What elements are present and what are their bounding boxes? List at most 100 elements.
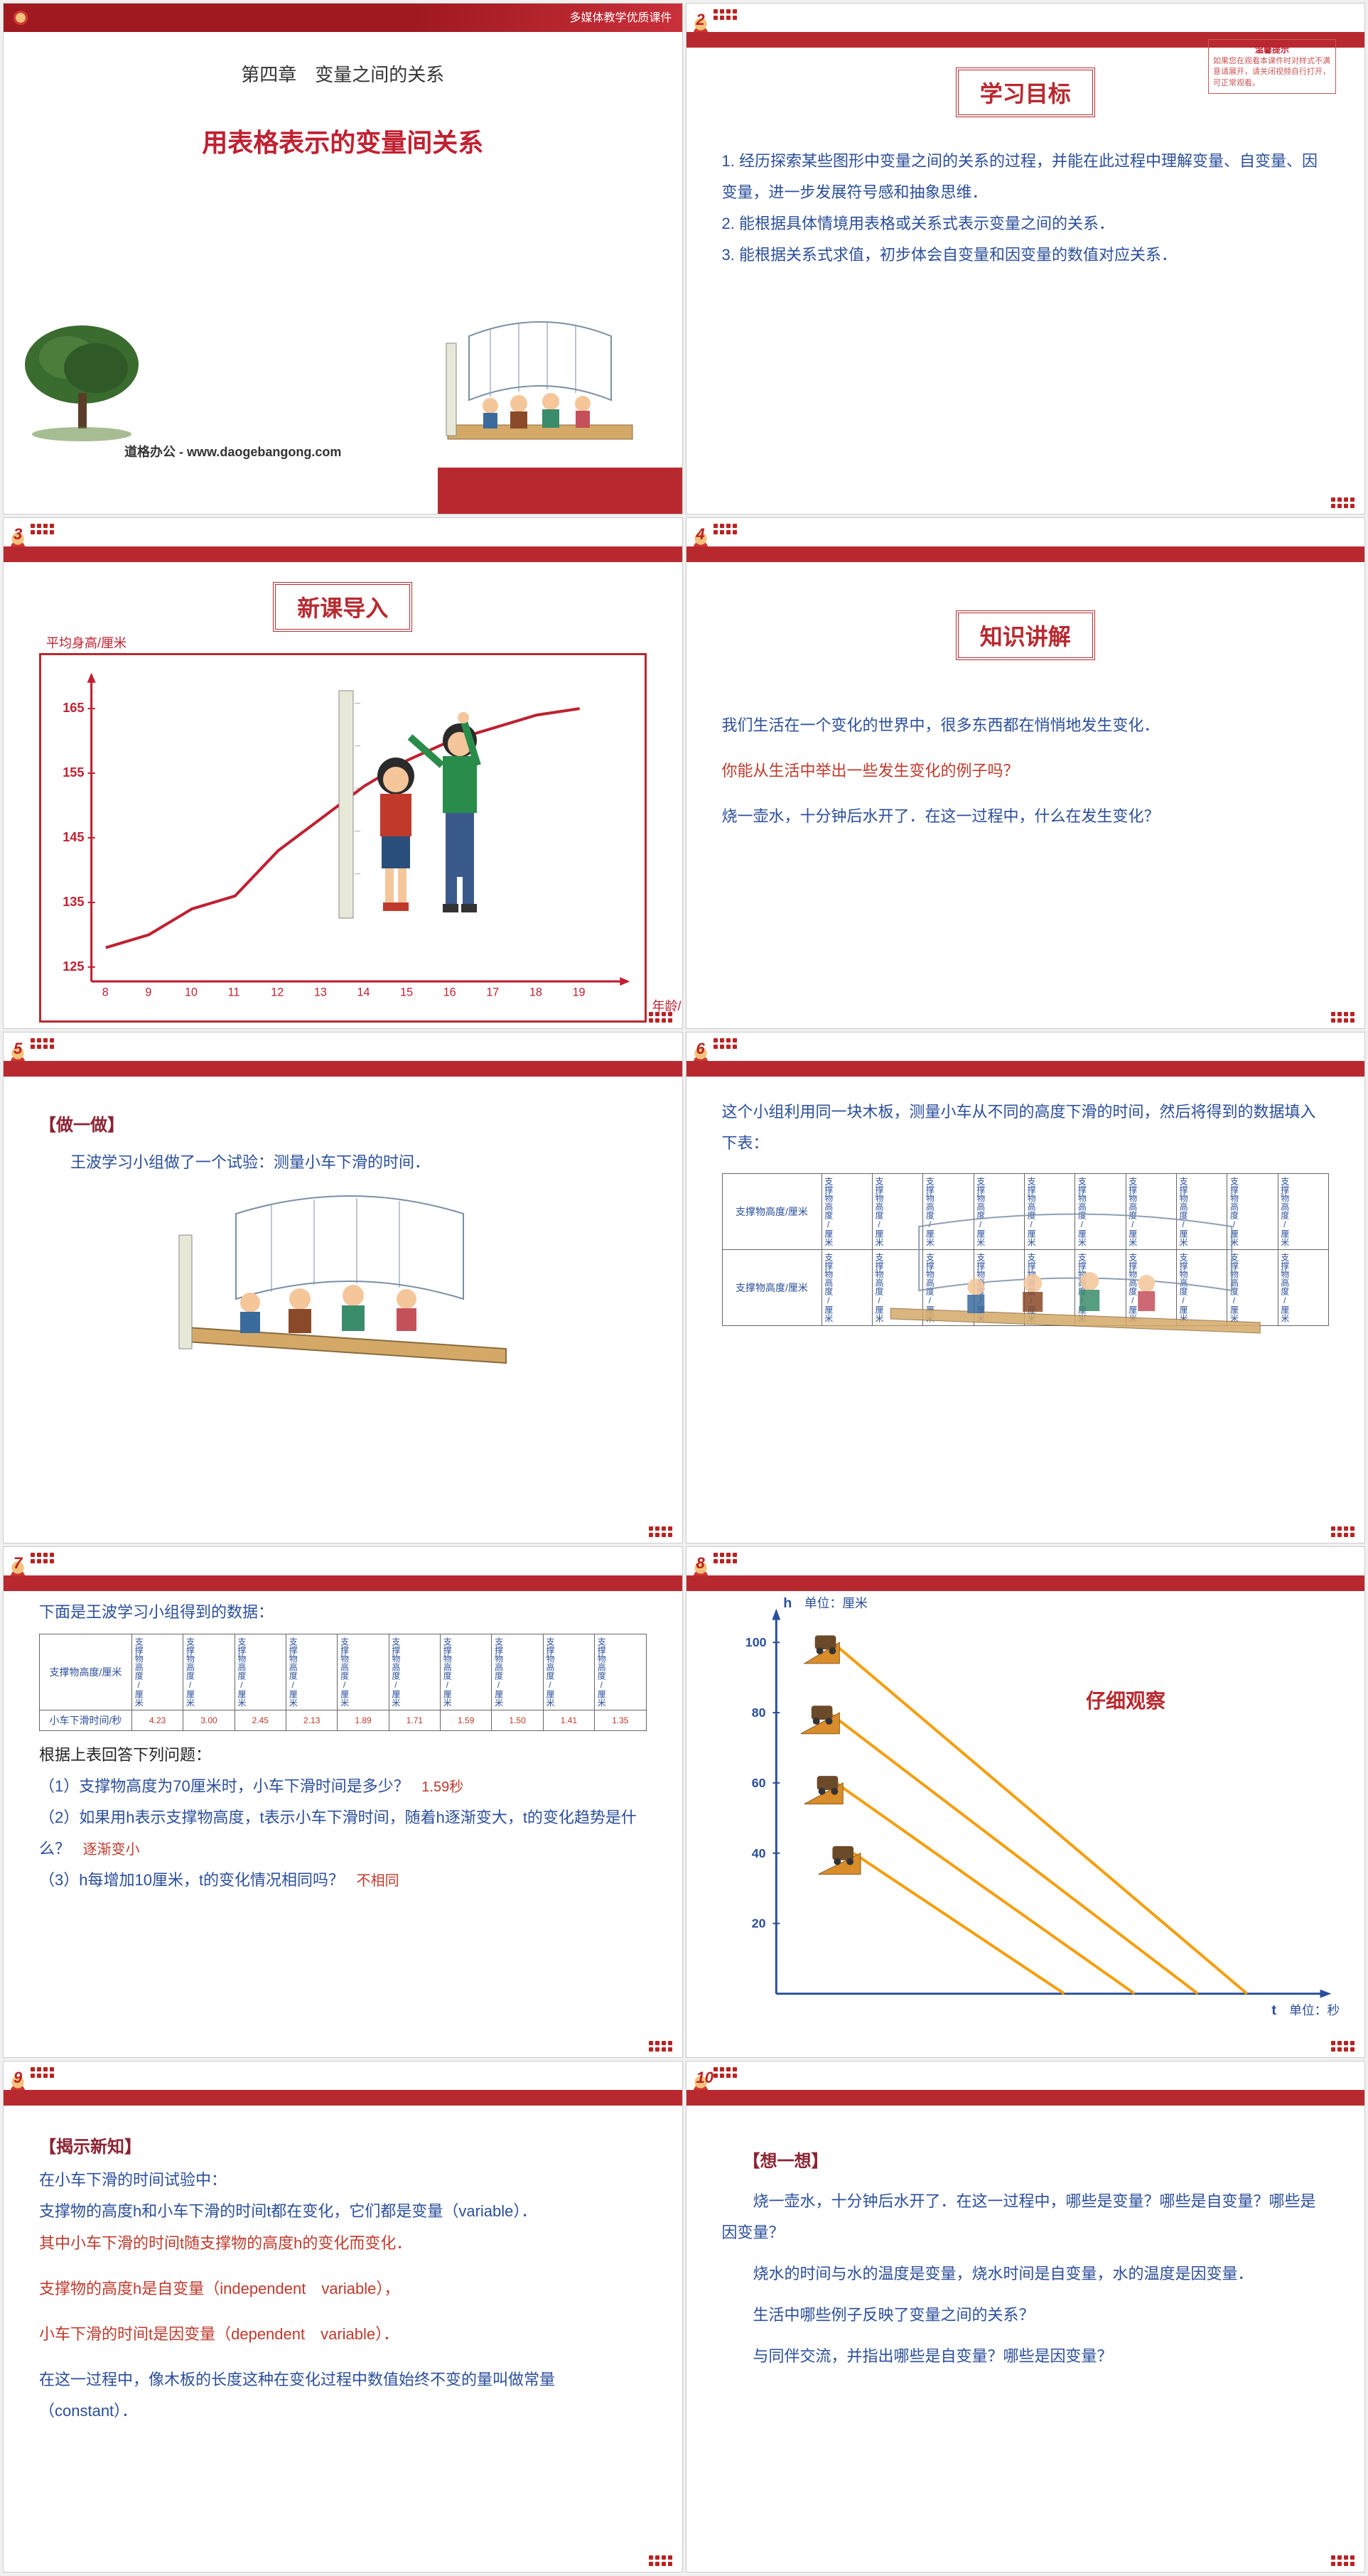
svg-text:9: 9 <box>145 986 151 998</box>
observe-label: 仔细观察 <box>1086 1686 1165 1714</box>
red-bar <box>686 546 1365 562</box>
svg-text:165: 165 <box>63 701 84 715</box>
section-title: 知识讲解 <box>956 610 1095 660</box>
slide-8: 8 h 单位：厘米 t 单位：秒 20 40 60 80 100 <box>686 1546 1366 2058</box>
a2: 逐渐变小 <box>83 1842 140 1858</box>
red-bar <box>4 2090 682 2106</box>
dots-decoration <box>649 1012 672 1023</box>
svg-text:155: 155 <box>63 765 84 780</box>
slide-3: 3 新课导入 平均身高/厘米 125 135 145 155 <box>3 517 683 1029</box>
time-cell: 1.41 <box>543 1710 594 1731</box>
svg-text:125: 125 <box>63 959 84 974</box>
p1: 烧一壶水，十分钟后水开了．在这一过程中，哪些是变量？哪些是自变量？哪些是因变量？ <box>722 2186 1330 2248</box>
svg-text:12: 12 <box>271 986 284 998</box>
svg-text:60: 60 <box>751 1776 765 1790</box>
svg-text:—: — <box>355 871 360 877</box>
svg-text:—: — <box>355 828 360 834</box>
svg-text:20: 20 <box>751 1917 765 1931</box>
dots-decoration <box>713 1553 737 1563</box>
slide-5: 5 【做一做】 王波学习小组做了一个试验：测量小车下滑的时间． <box>3 1032 683 1543</box>
svg-text:h: h <box>783 1595 792 1611</box>
dots-decoration <box>649 1526 672 1537</box>
p1: 在小车下滑的时间试验中： <box>39 2165 647 2196</box>
dots-decoration <box>713 1038 737 1049</box>
slide-number: 5 <box>14 1040 22 1058</box>
time-cell: 1.89 <box>338 1710 389 1731</box>
time-cell: 1.35 <box>595 1710 646 1731</box>
red-bar <box>4 1575 682 1591</box>
objective-3: 3. 能根据关系式求值，初步体会自变量和因变量的数值对应关系． <box>722 239 1330 271</box>
intro-text: 这个小组利用同一块木板，测量小车从不同的高度下滑的时间，然后将得到的数据填入下表… <box>722 1096 1330 1159</box>
tip-title: 温馨提示 <box>1213 44 1331 56</box>
bottom-bar <box>4 468 682 514</box>
p5: 小车下滑的时间t是因变量（dependent variable）． <box>39 2318 647 2351</box>
slide-number: 8 <box>696 1554 705 1573</box>
slide-number: 2 <box>696 11 705 29</box>
svg-text:18: 18 <box>529 986 542 998</box>
experiment-text: 王波学习小组做了一个试验：测量小车下滑的时间． <box>39 1147 647 1178</box>
slide-number: 7 <box>14 1554 22 1573</box>
slide-number: 3 <box>14 525 22 544</box>
svg-text:—: — <box>355 743 360 749</box>
svg-text:40: 40 <box>751 1846 765 1860</box>
dots-decoration <box>1331 1012 1354 1023</box>
p2: 烧水的时间与水的温度是变量，烧水时间是自变量，水的温度是因变量． <box>722 2258 1330 2290</box>
kids-measuring: — — — — — <box>332 684 517 925</box>
svg-text:19: 19 <box>573 986 586 998</box>
dots-decoration <box>31 524 54 534</box>
svg-text:8: 8 <box>102 986 109 998</box>
svg-text:100: 100 <box>745 1635 766 1649</box>
red-bar <box>686 2090 1365 2106</box>
slide-number: 10 <box>696 2069 713 2087</box>
time-cell: 2.13 <box>286 1710 338 1731</box>
svg-text:15: 15 <box>400 986 413 998</box>
dots-decoration <box>713 9 737 20</box>
dots-decoration <box>31 1553 54 1563</box>
q3: （3）h每增加10厘米，t的变化情况相同吗？ <box>39 1871 344 1889</box>
svg-text:10: 10 <box>185 986 198 998</box>
dots-decoration <box>713 524 737 534</box>
row-header-2: 支撑物高度/厘米 <box>722 1250 822 1326</box>
dots-decoration <box>1331 2555 1354 2566</box>
section-label: 【揭示新知】 <box>39 2133 647 2157</box>
svg-text:13: 13 <box>314 986 327 998</box>
slide-10: 10 【想一想】 烧一壶水，十分钟后水开了．在这一过程中，哪些是变量？哪些是自变… <box>686 2061 1366 2572</box>
section-label: 【做一做】 <box>39 1111 647 1136</box>
time-cell: 1.59 <box>441 1710 492 1731</box>
time-cell: 2.45 <box>235 1710 286 1731</box>
svg-text:11: 11 <box>228 986 240 998</box>
url-text: 道格办公 - www.daogebangong.com <box>124 442 341 460</box>
svg-text:17: 17 <box>486 986 499 998</box>
para-3: 烧一壶水，十分钟后水开了．在这一过程中，什么在发生变化？ <box>722 801 1330 832</box>
p4: 支撑物的高度h是自变量（independent variable）， <box>39 2273 647 2305</box>
para-1: 我们生活在一个变化的世界中，很多东西都在悄悄地发生变化． <box>722 710 1330 741</box>
a3: 不相同 <box>357 1873 399 1889</box>
y-axis-label: 平均身高/厘米 <box>46 633 126 652</box>
slide-4: 4 知识讲解 我们生活在一个变化的世界中，很多东西都在悄悄地发生变化． 你能从生… <box>686 517 1366 1029</box>
header-bar: 多媒体教学优质课件 <box>4 4 682 32</box>
header-text: 多媒体教学优质课件 <box>569 12 672 24</box>
svg-text:单位：秒: 单位：秒 <box>1289 2003 1340 2017</box>
dots-decoration <box>649 2041 672 2052</box>
section-label: 【想一想】 <box>743 2147 1330 2172</box>
svg-text:145: 145 <box>63 830 84 844</box>
q1: （1）支撑物高度为70厘米时，小车下滑时间是多少？ <box>39 1777 409 1795</box>
p2: 支撑物的高度h和小车下滑的时间t都在变化，它们都是变量（variable）． <box>39 2196 647 2227</box>
a1: 1.59秒 <box>421 1779 463 1795</box>
dots-decoration <box>713 2067 737 2078</box>
svg-text:80: 80 <box>751 1705 765 1720</box>
dots-decoration <box>31 1038 54 1049</box>
svg-text:—: — <box>355 785 360 792</box>
red-bar <box>686 1575 1365 1591</box>
svg-text:—: — <box>355 700 360 706</box>
svg-text:16: 16 <box>443 986 456 998</box>
time-cell: 4.23 <box>132 1710 183 1731</box>
slide-number: 9 <box>14 2069 22 2087</box>
data-table: 支撑物高度/厘米 支撑物高度/厘米 支撑物高度/厘米 支撑物高度/厘米 支撑物高… <box>39 1634 647 1731</box>
intro: 下面是王波学习小组得到的数据： <box>39 1597 647 1628</box>
section-title: 学习目标 <box>956 68 1095 117</box>
chapter-title: 第四章 变量之间的关系 <box>4 60 682 87</box>
height-age-chart: 125 135 145 155 165 891011 12131415 1617… <box>39 653 647 1023</box>
dots-decoration <box>1331 497 1354 508</box>
slide-number: 6 <box>696 1040 705 1058</box>
